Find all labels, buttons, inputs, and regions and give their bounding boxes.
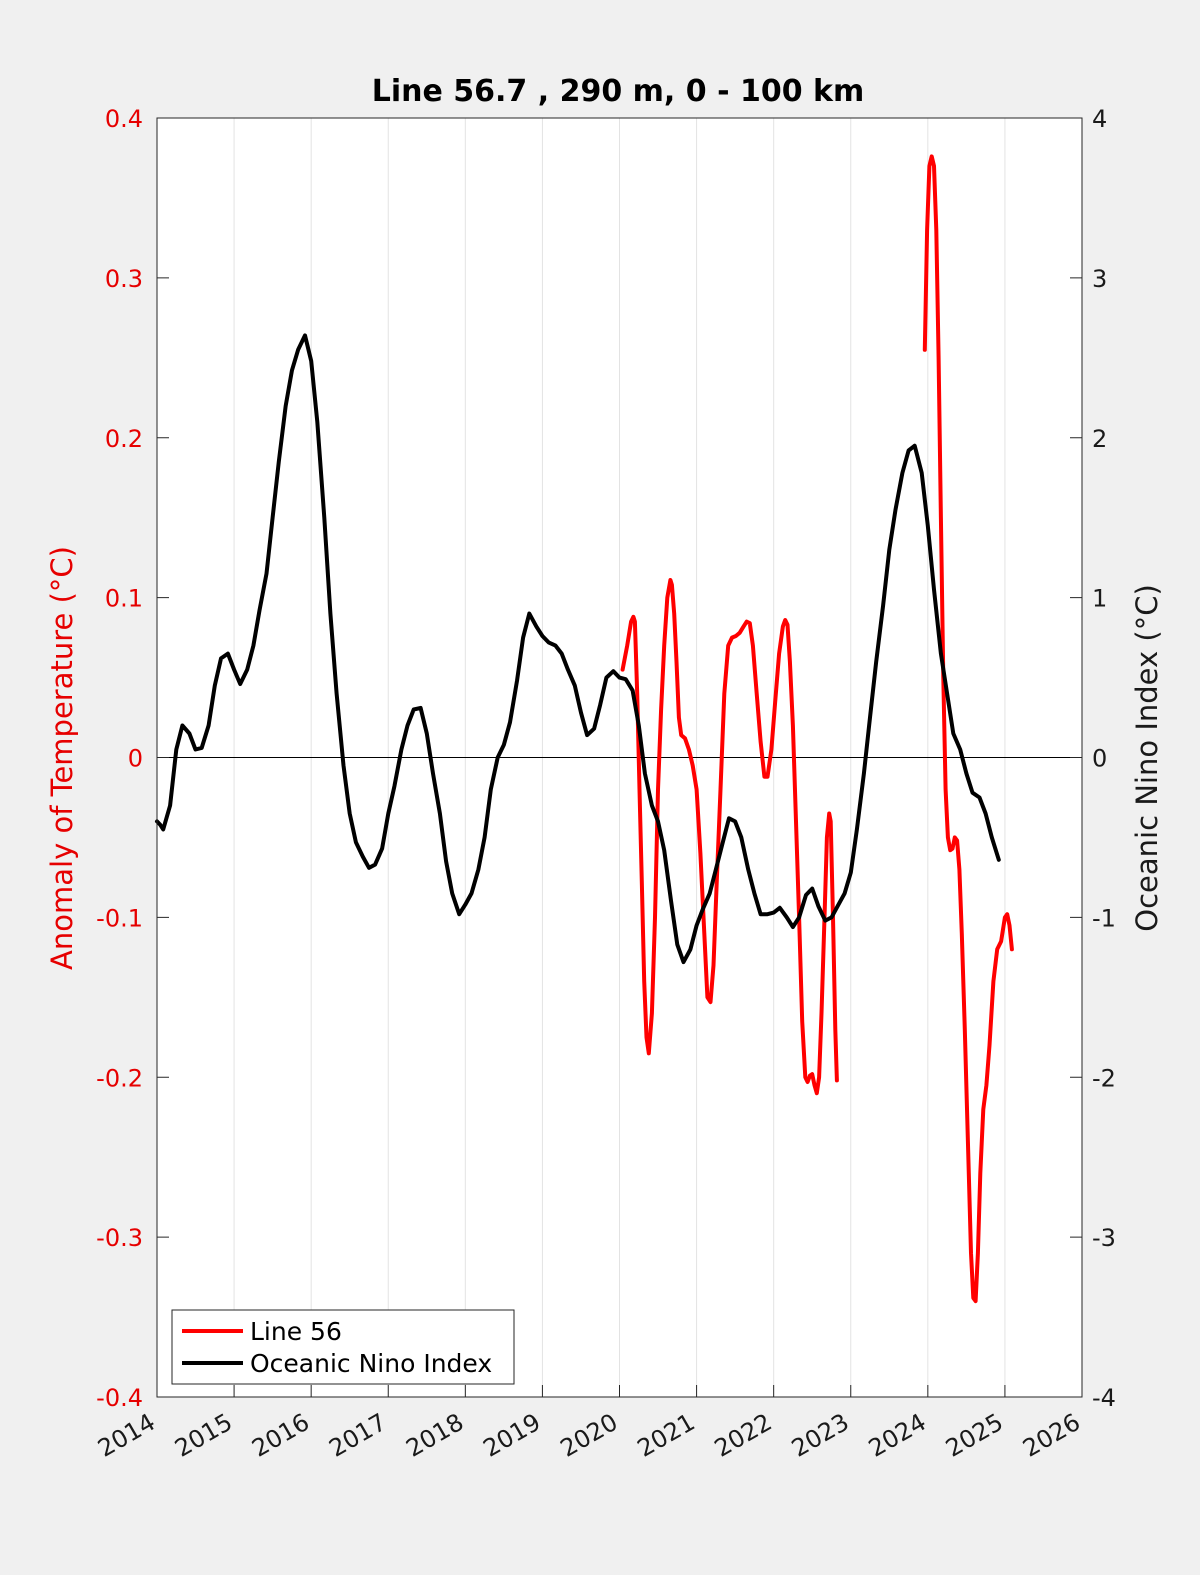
tick-label-y-right: -4 — [1092, 1384, 1116, 1412]
tick-label-x: 2019 — [479, 1408, 546, 1463]
tick-label-x: 2017 — [324, 1408, 391, 1463]
legend-label-oni: Oceanic Nino Index — [250, 1349, 492, 1378]
series-line-line-56-segment-1 — [922, 154, 1014, 1304]
tick-label-y-right: 3 — [1092, 265, 1107, 293]
chart-title: Line 56.7 , 290 m, 0 - 100 km — [372, 74, 865, 109]
y-axis-label-right: Oceanic Nino Index (°C) — [1130, 584, 1164, 932]
tick-label-x: 2022 — [710, 1408, 777, 1463]
legend: Line 56 Oceanic Nino Index — [171, 1309, 515, 1385]
tick-label-y-right: -2 — [1092, 1064, 1116, 1092]
tick-label-y-right: -3 — [1092, 1224, 1116, 1252]
tick-label-y-left: 0.2 — [105, 425, 143, 453]
tick-label-x: 2021 — [633, 1408, 700, 1463]
tick-label-x: 2015 — [170, 1408, 237, 1463]
tick-label-y-left: 0.1 — [105, 585, 143, 613]
tick-label-y-right: -1 — [1092, 904, 1116, 932]
tick-label-y-left: 0.4 — [105, 105, 143, 133]
tick-label-x: 2018 — [401, 1408, 468, 1463]
tick-label-x: 2020 — [556, 1408, 623, 1463]
series-line-line-56-segment-0 — [620, 578, 839, 1096]
tick-label-y-left: -0.3 — [96, 1224, 143, 1252]
tick-label-y-left: -0.4 — [96, 1384, 143, 1412]
tick-label-y-left: -0.1 — [96, 904, 143, 932]
tick-label-x: 2025 — [941, 1408, 1008, 1463]
tick-label-x: 2026 — [1018, 1408, 1085, 1463]
tick-label-y-left: 0.3 — [105, 265, 143, 293]
tick-label-y-right: 0 — [1092, 745, 1107, 773]
tick-label-y-left: 0 — [128, 745, 143, 773]
tick-label-x: 2014 — [93, 1408, 160, 1463]
tick-label-y-left: -0.2 — [96, 1064, 143, 1092]
tick-label-x: 2024 — [864, 1408, 931, 1463]
tick-label-x: 2016 — [247, 1408, 314, 1463]
legend-label-line-56: Line 56 — [250, 1317, 342, 1346]
tick-label-y-right: 4 — [1092, 105, 1107, 133]
legend-box — [171, 1309, 515, 1385]
y-axis-label-left: Anomaly of Temperature (°C) — [45, 546, 79, 970]
tick-label-x: 2023 — [787, 1408, 854, 1463]
tick-label-y-right: 1 — [1092, 585, 1107, 613]
tick-label-y-right: 2 — [1092, 425, 1107, 453]
series-line-oni — [155, 333, 1001, 965]
